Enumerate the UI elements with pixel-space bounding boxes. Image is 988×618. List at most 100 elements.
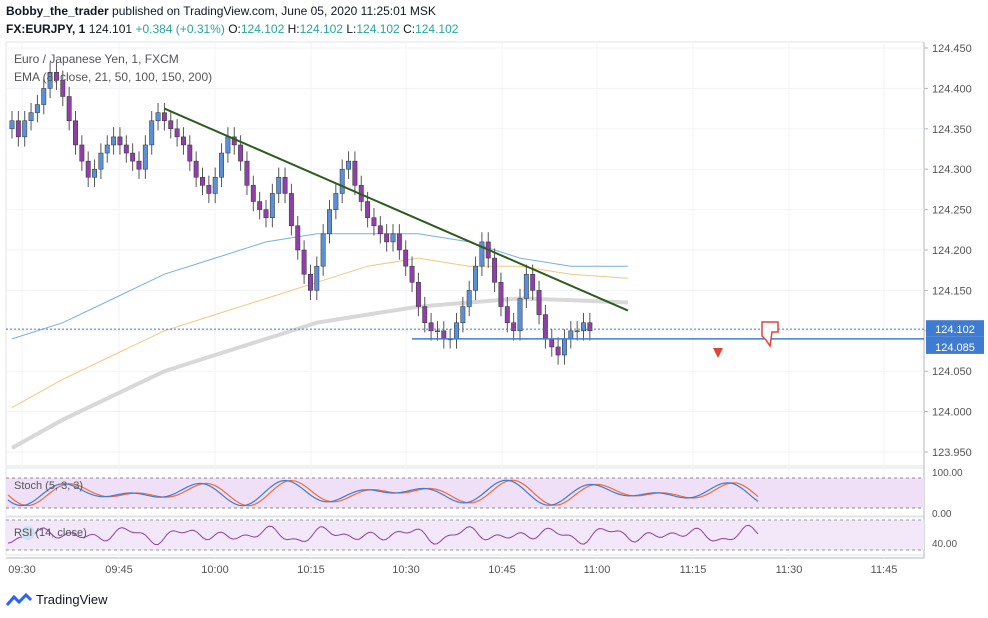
candle: [542, 304, 548, 349]
candle: [28, 102, 34, 131]
candle-body: [257, 201, 263, 210]
candle-body: [308, 273, 313, 291]
candle-body: [123, 144, 129, 154]
candle-body: [60, 80, 66, 97]
symbol-name: FX:EURJPY, 1: [6, 22, 86, 36]
publish-info: published on TradingView.com, June 05, 2…: [112, 4, 436, 18]
sell-marker-icon: [713, 348, 723, 358]
candle: [244, 151, 250, 196]
level-price-badge-bg: [926, 337, 984, 354]
candle: [498, 272, 504, 317]
rsi-label[interactable]: RSI (14, close): [14, 527, 87, 539]
candle: [530, 264, 536, 301]
change-value: +0.384 (+0.31%): [135, 22, 225, 36]
candle-body: [85, 160, 91, 178]
y-tick-label: 124.300: [932, 164, 972, 176]
candle-body: [492, 257, 498, 283]
x-tick-label: 11:00: [584, 564, 611, 576]
candle: [9, 111, 15, 139]
candle-body: [333, 193, 339, 210]
x-tick-label: 11:15: [680, 564, 707, 576]
current-price-badge: 124.102: [935, 324, 975, 336]
footer: TradingView: [6, 592, 108, 607]
candle: [314, 256, 320, 301]
candle: [574, 321, 580, 341]
low-value: 124.102: [356, 22, 400, 36]
candle: [339, 159, 345, 204]
candle: [536, 280, 542, 325]
candle: [479, 232, 485, 276]
candle: [22, 111, 28, 147]
candle-body: [498, 282, 504, 307]
candle: [492, 248, 498, 293]
candle: [212, 167, 218, 204]
candle-body: [117, 136, 123, 146]
candle-body: [377, 225, 383, 235]
candle-body: [581, 322, 586, 332]
x-tick-label: 09:45: [105, 564, 133, 576]
candle: [219, 143, 225, 187]
candle: [269, 183, 275, 228]
current-price-badge-bg: [926, 320, 984, 337]
candle-body: [396, 233, 402, 251]
candle: [92, 159, 97, 187]
candle-body: [511, 322, 517, 332]
candle: [288, 183, 294, 236]
candle-body: [47, 71, 53, 89]
candle: [117, 127, 123, 155]
candle: [174, 119, 180, 147]
candle-body: [282, 177, 288, 194]
candle: [181, 127, 186, 155]
price-pane-frame: [5, 41, 925, 467]
candle-body: [142, 144, 148, 170]
brand-name[interactable]: TradingView: [36, 592, 108, 607]
candle: [295, 216, 301, 260]
author-name[interactable]: Bobby_the_trader: [6, 4, 109, 18]
stoch-label[interactable]: Stoch (5, 3, 3): [14, 480, 84, 492]
candle-body: [415, 282, 421, 307]
candle: [161, 102, 167, 131]
candle-body: [181, 136, 186, 146]
candle: [435, 321, 440, 341]
y-tick-label: 124.350: [932, 124, 972, 136]
candle: [123, 135, 129, 163]
ema-legend[interactable]: EMA (8, close, 21, 50, 100, 150, 200): [14, 70, 213, 84]
candle: [333, 183, 339, 220]
candle-body: [22, 120, 28, 138]
candle-body: [441, 330, 447, 340]
candle-body: [371, 217, 377, 227]
y-tick-label: 124.050: [932, 366, 972, 378]
last-price: 124.101: [88, 22, 133, 36]
x-tick-label: 10:15: [297, 564, 325, 576]
candle-body: [339, 168, 345, 194]
candle-body: [428, 322, 434, 332]
candle: [320, 224, 326, 276]
candle: [454, 313, 459, 349]
candle-body: [422, 306, 428, 323]
candle: [517, 288, 523, 341]
candle-body: [149, 120, 155, 146]
candle: [142, 135, 148, 179]
candle: [187, 135, 193, 171]
thumbs-down-icon: [761, 321, 779, 349]
candle-body: [384, 233, 390, 243]
candle-body: [225, 136, 231, 154]
candle-body: [92, 168, 97, 178]
y-tick-label: 124.250: [932, 205, 972, 217]
candle-body: [403, 249, 409, 267]
candle: [422, 296, 428, 333]
candle: [308, 264, 313, 301]
ema-200-line: [11, 296, 628, 450]
candle-body: [314, 265, 320, 291]
candle-body: [15, 120, 21, 138]
candle-body: [73, 120, 78, 146]
candle: [523, 264, 529, 309]
candle: [504, 296, 510, 333]
candle: [371, 207, 377, 236]
candle: [104, 135, 110, 163]
candle-body: [174, 128, 180, 138]
open-value: 124.102: [240, 22, 285, 36]
candle-body: [288, 193, 294, 227]
candle: [231, 127, 237, 155]
